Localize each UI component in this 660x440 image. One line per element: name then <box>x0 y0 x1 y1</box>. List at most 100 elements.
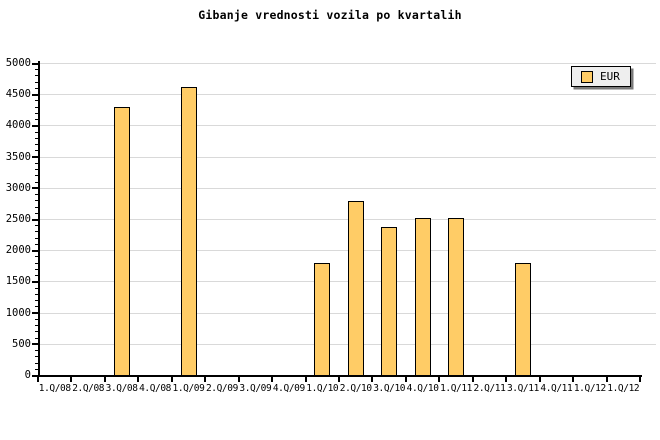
x-axis-tick <box>471 377 474 382</box>
x-axis-label: 1.Q/12 <box>573 383 606 394</box>
y-axis-minor-tick <box>35 150 38 152</box>
y-axis-minor-tick <box>35 262 38 264</box>
y-axis-label: 0 <box>24 369 31 381</box>
y-axis-tick <box>32 93 38 96</box>
y-axis-tick <box>32 312 38 315</box>
y-axis-minor-tick <box>35 69 38 71</box>
y-axis-tick <box>32 156 38 159</box>
y-axis-label: 1500 <box>5 275 31 288</box>
y-axis-label: 3500 <box>5 150 31 163</box>
x-axis-label: 4.Q/09 <box>272 383 305 394</box>
y-gridline <box>38 281 656 283</box>
x-axis-tick <box>572 377 575 382</box>
y-axis-minor-tick <box>35 75 38 77</box>
y-axis-label: 2500 <box>5 213 31 225</box>
y-axis-tick <box>32 187 38 190</box>
y-axis-minor-tick <box>35 162 38 164</box>
y-axis-minor-tick <box>35 100 38 102</box>
x-axis-tick <box>538 377 541 382</box>
y-axis-minor-tick <box>35 200 38 202</box>
x-axis-label: 2.Q/11 <box>473 383 506 394</box>
y-gridline <box>38 312 656 314</box>
y-axis-minor-tick <box>35 144 38 146</box>
x-axis-label: 2.Q/09 <box>205 383 238 394</box>
y-axis-minor-tick <box>35 293 38 295</box>
x-axis-tick <box>505 377 508 382</box>
y-axis-minor-tick <box>35 300 38 302</box>
y-axis-minor-tick <box>35 287 38 289</box>
y-axis-tick <box>32 249 38 252</box>
x-axis-tick <box>37 377 39 382</box>
chart-title: Gibanje vrednosti vozila po kvartalih <box>198 8 462 22</box>
y-axis-minor-tick <box>35 237 38 239</box>
y-axis-minor-tick <box>35 81 38 83</box>
y-gridline <box>38 125 656 127</box>
y-axis-minor-tick <box>35 119 38 121</box>
y-axis-label: 1000 <box>5 306 31 319</box>
y-axis-minor-tick <box>35 137 38 139</box>
y-axis-minor-tick <box>35 194 38 196</box>
x-axis-tick <box>404 377 407 382</box>
x-axis-label: 2.Q/10 <box>339 383 372 394</box>
y-axis-minor-tick <box>35 306 38 308</box>
y-axis-minor-tick <box>35 356 38 358</box>
y-axis-minor-tick <box>35 131 38 133</box>
x-axis-tick <box>338 377 340 382</box>
y-axis-label: 5000 <box>5 57 31 69</box>
y-axis-tick <box>32 374 38 377</box>
y-axis-minor-tick <box>35 206 38 208</box>
y-axis-tick <box>32 280 38 283</box>
y-axis-minor-tick <box>35 181 38 183</box>
x-axis-line <box>38 375 642 377</box>
y-axis-minor-tick <box>35 106 38 108</box>
y-axis-label: 4000 <box>5 119 31 132</box>
bar <box>113 106 130 375</box>
y-axis-tick <box>32 343 38 346</box>
y-axis-minor-tick <box>35 169 38 171</box>
x-axis-tick <box>70 377 73 382</box>
y-gridline <box>38 343 656 345</box>
x-axis-label: 4.Q/08 <box>139 383 171 394</box>
y-axis-tick <box>32 124 38 127</box>
y-axis-minor-tick <box>35 225 38 227</box>
x-axis-label: 2.Q/08 <box>72 383 105 394</box>
x-axis-tick <box>137 377 140 382</box>
y-axis-minor-tick <box>35 256 38 258</box>
y-axis-minor-tick <box>35 243 38 245</box>
bar <box>414 217 431 375</box>
y-gridline <box>38 250 656 252</box>
y-axis-tick <box>32 218 38 221</box>
y-axis-minor-tick <box>35 268 38 270</box>
x-axis-label: 1.Q/10 <box>306 383 339 394</box>
bar <box>180 87 197 375</box>
y-axis-minor-tick <box>35 362 38 364</box>
y-gridline <box>38 187 656 189</box>
x-axis-tick <box>271 377 274 382</box>
x-axis-tick <box>639 377 641 382</box>
y-gridline <box>38 219 656 220</box>
x-axis-tick <box>605 377 608 382</box>
y-axis-minor-tick <box>35 87 38 89</box>
y-gridline <box>38 63 656 64</box>
legend: EUR <box>571 66 631 87</box>
x-axis-label: 4.Q/10 <box>406 383 439 394</box>
x-axis-label: 4.Q/11 <box>540 383 573 394</box>
y-axis-minor-tick <box>35 112 38 114</box>
legend-swatch-icon <box>581 70 593 83</box>
x-axis-tick <box>103 377 106 382</box>
y-axis-tick <box>32 62 38 65</box>
y-axis-minor-tick <box>35 331 38 333</box>
y-axis-minor-tick <box>35 337 38 339</box>
bar <box>381 227 398 375</box>
x-axis-label: 3.Q/09 <box>239 383 272 394</box>
y-axis-minor-tick <box>35 350 38 352</box>
x-axis-tick <box>170 377 173 382</box>
y-axis-label: 4500 <box>5 88 31 101</box>
y-axis-minor-tick <box>35 231 38 233</box>
y-axis-label: 2000 <box>5 244 31 257</box>
x-axis-tick <box>438 377 441 382</box>
x-axis-tick <box>304 377 307 382</box>
y-axis-minor-tick <box>35 318 38 320</box>
